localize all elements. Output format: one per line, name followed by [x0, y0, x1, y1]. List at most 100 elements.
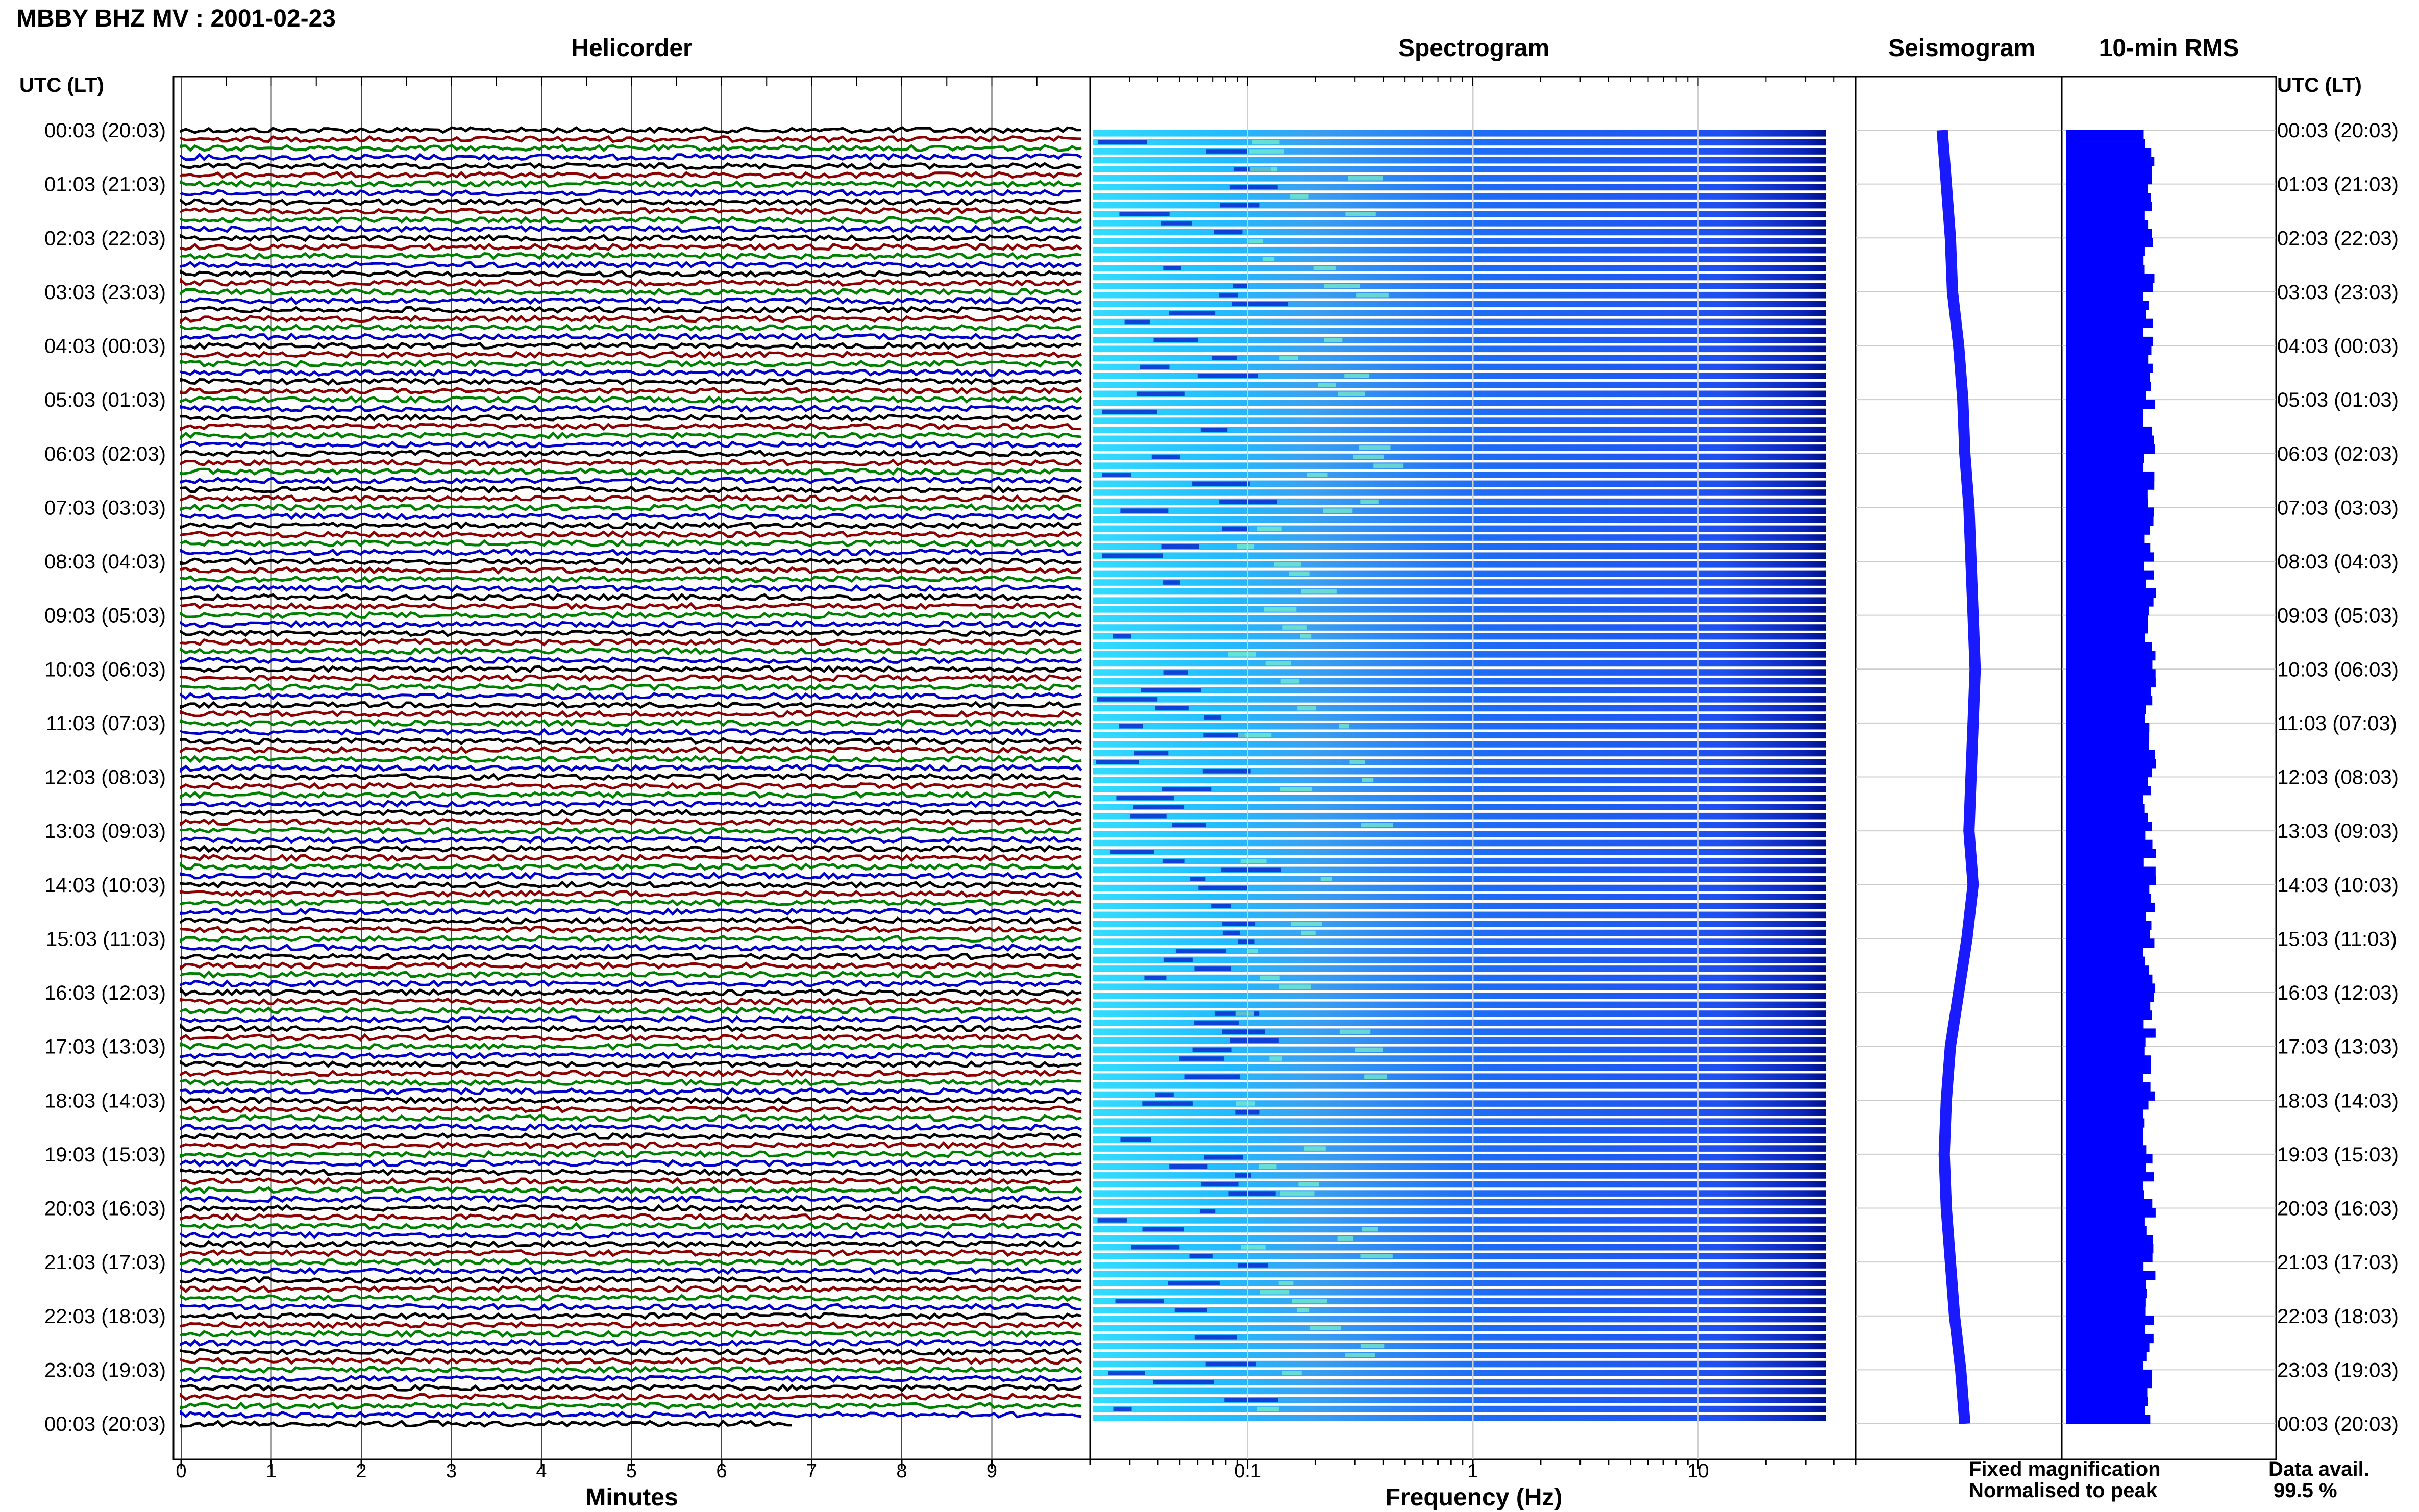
spectrogram-row [1093, 336, 1826, 343]
rms-bar [2066, 570, 2154, 580]
spectrogram-x-tick-label: 0.1 [1234, 1460, 1261, 1482]
rms-bar [2066, 238, 2153, 247]
spectrogram-row [1093, 804, 1826, 810]
time-tick-label-left: 00:03 (20:03) [44, 119, 166, 142]
rms-bar [2066, 328, 2143, 337]
rms-bar [2066, 1307, 2146, 1317]
helicorder-x-ticks: 0 1 2 3 4 5 6 7 8 9 [176, 77, 1038, 1482]
spectrogram-high-energy-patch [1236, 1101, 1255, 1106]
rms-bar [2066, 1217, 2145, 1227]
helicorder-trace [180, 1222, 1082, 1230]
rms-bar [2066, 1118, 2145, 1128]
time-tick-label-right: 20:03 (16:03) [2277, 1198, 2399, 1220]
rms-bar [2066, 1181, 2143, 1191]
spectrogram-low-energy-patch [1155, 706, 1189, 711]
helicorder-trace [180, 296, 1082, 305]
spectrogram-row [1093, 373, 1826, 379]
helicorder-trace [180, 943, 1082, 952]
helicorder-trace [180, 252, 1082, 260]
spectrogram-row [1093, 175, 1826, 182]
rms-bar [2066, 1190, 2144, 1200]
spectrogram-row [1093, 1343, 1826, 1350]
spectrogram-high-energy-patch [1324, 284, 1360, 288]
helicorder-trace [180, 413, 1082, 422]
spectrogram-row [1093, 1145, 1826, 1152]
spectrogram-low-energy-patch [1136, 391, 1185, 396]
spectrogram-low-energy-patch [1097, 1218, 1127, 1223]
rms-bar [2066, 777, 2148, 786]
spectrogram-row [1093, 246, 1826, 254]
rms-bar [2066, 1262, 2144, 1272]
helicorder-trace [180, 126, 1082, 134]
helicorder-trace [180, 377, 1082, 386]
time-tick-label-right: 23:03 (19:03) [2277, 1359, 2399, 1381]
spectrogram-low-energy-patch [1144, 975, 1167, 980]
rms-bar [2066, 884, 2150, 894]
spectrogram-high-energy-patch [1304, 1146, 1326, 1151]
spectrogram-row [1093, 1199, 1826, 1206]
spectrogram-high-energy-patch [1292, 1299, 1327, 1304]
spectrogram-row [1093, 947, 1826, 954]
spectrogram-high-energy-patch [1297, 706, 1316, 711]
rms-bars [2066, 130, 2156, 1424]
helicorder-trace [180, 575, 1082, 584]
spectrogram-row [1093, 408, 1826, 415]
spectrogram-high-energy-patch [1337, 1236, 1353, 1241]
spectrogram-high-energy-patch [1339, 724, 1349, 729]
rms-bar [2066, 615, 2148, 625]
spectrogram-row [1093, 1028, 1826, 1035]
spectrogram-row [1093, 552, 1826, 559]
spectrogram-row [1093, 1208, 1826, 1215]
spectrogram-row [1093, 1082, 1826, 1089]
time-tick-label-right: 00:03 (20:03) [2277, 1413, 2399, 1435]
spectrogram-row [1093, 669, 1826, 676]
helicorder-x-tick-label: 1 [266, 1460, 277, 1482]
spectrogram-row [1093, 363, 1826, 370]
rms-bar [2066, 1387, 2148, 1397]
rms-bar [2066, 1046, 2145, 1056]
spectrogram-high-energy-patch [1238, 733, 1272, 738]
spectrogram-row [1093, 1091, 1826, 1098]
rms-bar [2066, 1405, 2145, 1415]
helicorder-trace [180, 1114, 1082, 1123]
rms-bar [2066, 1091, 2155, 1101]
spectrogram-row [1093, 355, 1826, 361]
rms-bar [2066, 831, 2146, 840]
helicorder-trace [180, 1249, 1082, 1258]
helicorder-trace [180, 324, 1082, 332]
spectrogram-high-energy-patch [1274, 562, 1302, 567]
spectrogram-row [1093, 974, 1826, 981]
helicorder-trace [180, 889, 1082, 898]
spectrogram-row [1093, 732, 1826, 739]
spectrogram-row [1093, 1181, 1826, 1188]
helicorder-trace [180, 845, 1082, 853]
rms-bar [2066, 471, 2155, 481]
spectrogram-row [1093, 318, 1826, 326]
spectrogram-row [1093, 1235, 1826, 1242]
spectrogram-low-energy-patch [1205, 1361, 1256, 1367]
helicorder-trace [180, 701, 1082, 710]
rms-title: 10-min RMS [2099, 35, 2239, 62]
rms-bar [2066, 184, 2148, 193]
rms-bar [2066, 876, 2156, 885]
rms-bar [2066, 1280, 2146, 1290]
helicorder-trace [180, 395, 1082, 404]
spectrogram-high-energy-patch [1249, 149, 1285, 154]
spectrogram-row [1093, 902, 1826, 909]
spectrogram-row [1093, 822, 1826, 829]
helicorder-x-tick-label: 7 [806, 1460, 817, 1482]
rms-bar [2066, 1226, 2147, 1235]
rms-bar [2066, 921, 2152, 930]
seismogram-trace [1936, 130, 1981, 1424]
rms-bar [2066, 1145, 2147, 1155]
spectrogram-low-energy-patch [1120, 508, 1169, 513]
time-tick-label-left: 18:03 (14:03) [44, 1089, 166, 1112]
spectrogram-high-energy-patch [1265, 661, 1291, 666]
spectrogram-row [1093, 1307, 1826, 1313]
rms-bar [2066, 579, 2146, 589]
helicorder-trace [180, 656, 1082, 664]
helicorder-trace [180, 404, 1082, 413]
time-tick-label-left: 01:03 (21:03) [44, 173, 166, 196]
spectrogram-low-energy-patch [1202, 769, 1251, 774]
helicorder-trace [180, 592, 1082, 602]
